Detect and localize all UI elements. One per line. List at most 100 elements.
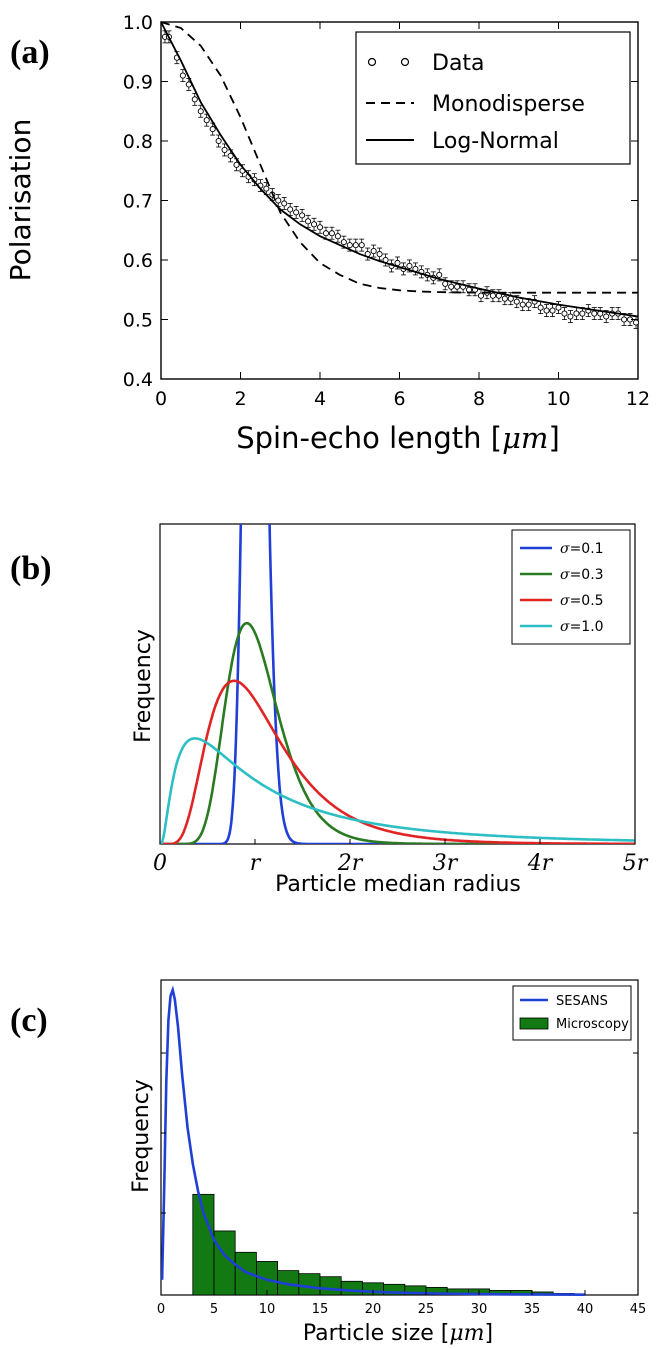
data-point xyxy=(179,72,186,79)
data-point xyxy=(209,126,216,133)
x-tick-label-c: 10 xyxy=(259,1302,276,1317)
x-tick-label-b: 2r xyxy=(337,851,364,876)
histogram-bar xyxy=(298,1273,321,1296)
x-axis-label-c-text: Particle size xyxy=(303,1321,434,1346)
data-point xyxy=(376,250,383,258)
panel-label-b: (b) xyxy=(10,550,52,587)
data-point xyxy=(316,224,324,231)
data-point xyxy=(191,96,198,103)
data-point xyxy=(501,295,508,302)
data-point xyxy=(233,161,240,168)
legend-b-label: σ=0.5 xyxy=(560,593,604,609)
data-point xyxy=(310,221,318,228)
chart-a: 0 2 4 6 8 10 12 0.4 0.5 0.6 0.7 0.8 0.9 1.0 Polarisat… xyxy=(4,12,650,455)
x-tick-label-c: 45 xyxy=(630,1302,647,1317)
curve-sigma xyxy=(160,737,635,844)
legend-a-data: Data xyxy=(432,51,485,76)
data-point xyxy=(340,239,347,246)
data-point xyxy=(334,233,341,240)
data-point xyxy=(346,242,353,249)
legend-b-label: σ=0.3 xyxy=(560,567,604,583)
data-point xyxy=(370,248,377,255)
y-axis-label-a: Polarisation xyxy=(4,119,37,282)
data-point xyxy=(352,242,359,249)
data-point xyxy=(406,262,413,270)
data-point xyxy=(215,137,222,145)
x-axis-label-a-text: Spin-echo length xyxy=(236,421,481,455)
data-point xyxy=(477,292,485,299)
x-tick-label-b: 0 xyxy=(153,851,167,876)
monodisperse-line xyxy=(160,21,638,294)
x-tick-label-a: 4 xyxy=(314,388,326,410)
legend-b-label: σ=0.1 xyxy=(560,541,604,557)
x-tick-label-c: 0 xyxy=(157,1302,165,1317)
legend-a: Data Monodisperse Log-Normal xyxy=(355,31,631,165)
x-tick-label-a: 6 xyxy=(393,388,405,410)
lognormal-line xyxy=(160,21,639,318)
x-axis-label-c-unit: μm xyxy=(449,1321,484,1346)
legend-box-a xyxy=(355,31,631,165)
chart-b: 0 r 2r 3r 4r 5r Frequency Particle median rad… xyxy=(131,523,649,897)
legend-b-label: σ=1.0 xyxy=(560,619,604,635)
legend-a-marker-1 xyxy=(367,57,377,67)
x-tick-label-c: 20 xyxy=(365,1302,382,1317)
data-point xyxy=(567,313,574,320)
data-point xyxy=(448,283,455,290)
data-point xyxy=(227,152,234,159)
x-tick-label-c: 30 xyxy=(471,1302,488,1317)
data-point xyxy=(281,200,288,207)
x-tick-label-a: 10 xyxy=(546,388,570,410)
panel-label-a: (a) xyxy=(10,34,50,71)
data-point xyxy=(197,108,204,115)
data-point xyxy=(305,218,312,225)
x-tick-label-b: 4r xyxy=(527,851,554,876)
data-point xyxy=(436,271,443,278)
y-tick-label-a: 0.6 xyxy=(123,250,153,272)
data-point xyxy=(221,146,228,153)
y-tick-label-a: 0.5 xyxy=(123,310,153,332)
x-tick-label-a: 8 xyxy=(473,388,485,410)
x-tick-label-b: 5r xyxy=(623,851,649,876)
x-tick-label-c: 35 xyxy=(524,1302,541,1317)
y-tick-label-a: 0.9 xyxy=(123,72,153,94)
y-tick-label-a: 1.0 xyxy=(123,12,153,34)
data-point xyxy=(537,304,544,311)
legend-c-microscopy-swatch xyxy=(519,1017,549,1030)
y-tick-label-a: 0.4 xyxy=(123,369,153,391)
x-axis-label-c: Particle size [μm] xyxy=(303,1321,493,1346)
x-tick-label-b: r xyxy=(250,851,262,876)
data-point xyxy=(489,292,496,299)
data-point xyxy=(603,313,610,320)
curve-sigma xyxy=(160,679,635,844)
data-point xyxy=(579,310,586,317)
x-tick-label-a: 2 xyxy=(234,388,246,410)
histogram-bar xyxy=(340,1280,363,1296)
legend-c-sesans: SESANS xyxy=(556,994,608,1009)
x-tick-label-b: 3r xyxy=(433,851,459,876)
data-point xyxy=(525,301,532,308)
x-tick-label-c: 15 xyxy=(312,1302,329,1317)
data-point xyxy=(263,185,270,192)
x-axis-label-a: Spin-echo length [μm] xyxy=(236,421,560,455)
data-point xyxy=(591,310,598,317)
sesans-curve xyxy=(160,985,586,1296)
x-axis-label-a-unit: μm xyxy=(502,421,548,455)
y-tick-label-a: 0.7 xyxy=(123,191,153,213)
data-point xyxy=(561,310,568,317)
legend-box-c xyxy=(512,985,632,1041)
data-point xyxy=(328,230,335,237)
curve-sigma xyxy=(160,621,635,844)
y-axis-label-b: Frequency xyxy=(131,629,156,743)
data-point xyxy=(275,197,282,204)
x-tick-label-c: 5 xyxy=(210,1302,218,1317)
legend-a-lognormal: Log-Normal xyxy=(432,129,559,154)
legend-a-marker-2 xyxy=(400,57,410,67)
data-point xyxy=(358,242,365,249)
data-point xyxy=(621,316,628,323)
legend-a-monodisperse: Monodisperse xyxy=(432,92,585,117)
data-point xyxy=(293,209,300,216)
x-axis-label-b: Particle median radius xyxy=(275,872,521,897)
legend-c-microscopy: Microscopy xyxy=(556,1017,629,1032)
